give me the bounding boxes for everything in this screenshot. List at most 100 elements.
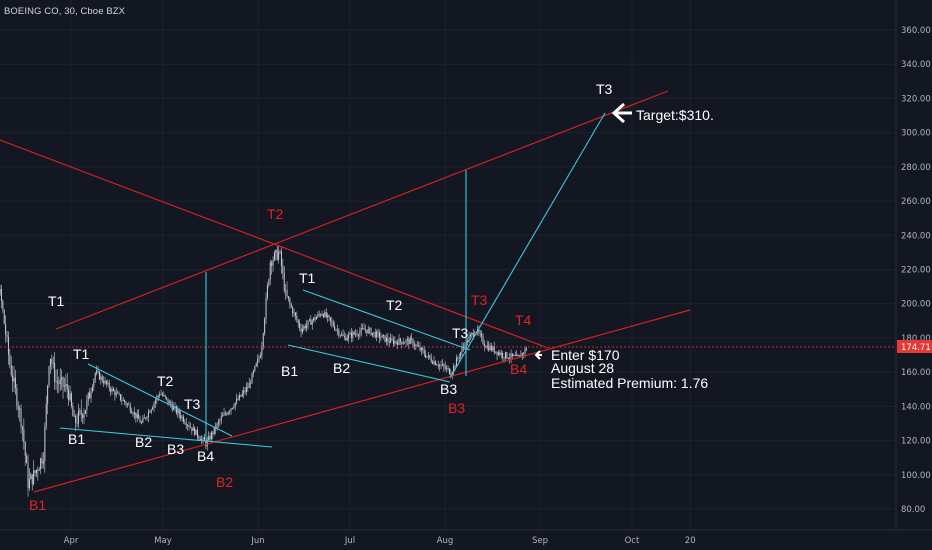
candle-body xyxy=(278,252,280,260)
candle-body xyxy=(409,338,411,345)
candle-body xyxy=(251,373,253,384)
candle-body xyxy=(308,319,310,321)
candle-body xyxy=(241,393,243,397)
label-b2-june: B2 xyxy=(333,360,350,376)
candle-body xyxy=(294,312,296,316)
candle-body xyxy=(450,373,452,376)
candle-body xyxy=(119,394,121,400)
candle-body xyxy=(21,426,23,430)
candle-body xyxy=(135,412,137,418)
candle-body xyxy=(7,336,9,355)
candle-body xyxy=(72,406,74,417)
x-tick-label: 20 xyxy=(685,536,696,546)
candle-body xyxy=(118,393,120,395)
candle-body xyxy=(483,343,485,347)
candle-body xyxy=(377,331,379,333)
candle-body xyxy=(502,352,504,358)
candle-body xyxy=(58,382,60,385)
candle-body xyxy=(516,354,518,356)
candle-body xyxy=(237,398,239,400)
candle-body xyxy=(101,376,103,382)
candle-body xyxy=(12,375,14,382)
candle-body xyxy=(453,365,455,373)
candle-body xyxy=(350,332,352,338)
red-labels: B1 B2 T2 T3 T4 B4 B3 xyxy=(29,206,532,513)
candle-body xyxy=(353,332,355,335)
candle-body xyxy=(210,432,212,440)
candle-body xyxy=(49,358,51,367)
candle-body xyxy=(437,365,439,367)
candle-body xyxy=(41,458,43,464)
label-red-b3: B3 xyxy=(448,400,465,416)
candle-body xyxy=(440,364,442,366)
candle-body xyxy=(356,333,358,336)
candle-body xyxy=(105,380,107,384)
candle-body xyxy=(447,367,449,369)
candle-body xyxy=(63,385,65,387)
candle-body xyxy=(418,345,420,347)
candle-body xyxy=(122,399,124,401)
wedge2-bottom xyxy=(287,344,451,383)
candle-body xyxy=(269,262,271,280)
candle-body xyxy=(173,406,175,410)
candle-body xyxy=(343,336,345,337)
candle-body xyxy=(275,250,277,253)
candle-body xyxy=(283,272,285,291)
candle-body xyxy=(79,410,81,412)
candle-body xyxy=(391,338,393,340)
label-b4-may: B4 xyxy=(197,448,214,464)
candle-body xyxy=(17,405,19,410)
candle-body xyxy=(299,322,301,328)
candle-body xyxy=(181,416,183,419)
candle-body xyxy=(429,355,431,358)
y-tick-label: 220.00 xyxy=(901,266,931,276)
candle-body xyxy=(458,357,460,359)
candle-body xyxy=(5,323,7,335)
candle-body xyxy=(468,336,470,343)
y-tick-label: 240.00 xyxy=(901,231,931,241)
trade-note-date: August 28 xyxy=(551,360,614,376)
time-axis[interactable]: Apr May Jun Jul Aug Sep Oct 20 xyxy=(64,536,696,546)
candle-body xyxy=(412,339,414,346)
y-tick-label: 260.00 xyxy=(901,197,931,207)
candle-body xyxy=(107,382,109,384)
candle-body xyxy=(199,438,201,441)
candle-body xyxy=(367,328,369,334)
candle-body xyxy=(180,414,182,419)
candle-body xyxy=(128,404,130,406)
candle-body xyxy=(42,461,44,464)
candle-body xyxy=(479,333,481,335)
candle-body xyxy=(178,409,180,415)
y-tick-label: 200.00 xyxy=(901,300,931,310)
candle-body xyxy=(373,332,375,334)
candle-body xyxy=(143,417,145,419)
candle-body xyxy=(248,383,250,388)
candle-body xyxy=(28,478,30,489)
candle-body xyxy=(33,470,35,484)
candle-body xyxy=(355,333,357,335)
candle-body xyxy=(321,314,323,316)
candle-body xyxy=(503,357,505,359)
candle-body xyxy=(30,474,32,479)
last-price-badge: 174.71 xyxy=(897,340,932,353)
candle-body xyxy=(255,362,257,367)
candle-body xyxy=(201,438,203,441)
price-axis[interactable]: 80.00 100.00 120.00 140.00 160.00 180.00 200.0… xyxy=(901,26,931,515)
candle-body xyxy=(460,352,462,358)
candle-body xyxy=(331,320,333,323)
candle-body xyxy=(2,300,4,311)
candle-body xyxy=(287,296,289,299)
candle-body xyxy=(38,469,40,471)
candle-body xyxy=(171,404,173,410)
candle-body xyxy=(59,379,61,385)
candle-body xyxy=(390,338,392,343)
candle-body xyxy=(381,335,383,338)
candle-body xyxy=(129,404,131,412)
candle-body xyxy=(292,307,294,314)
candle-body xyxy=(392,339,394,344)
candle-body xyxy=(395,341,397,343)
candle-body xyxy=(164,395,166,398)
candle-body xyxy=(279,251,281,253)
candle-body xyxy=(125,402,127,405)
